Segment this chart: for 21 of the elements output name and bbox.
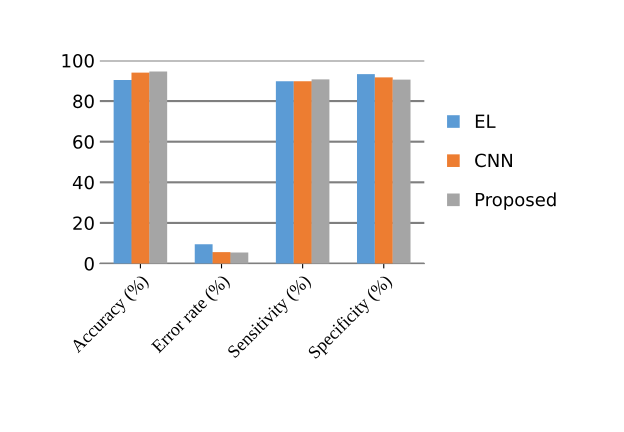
bar: [114, 80, 132, 264]
y-tick-label: 60: [73, 135, 94, 149]
y-tick-label: 20: [73, 216, 94, 230]
bar: [276, 81, 294, 264]
bar: [294, 81, 312, 264]
y-tick-label: 80: [73, 94, 94, 108]
y-tick-label: 40: [72, 176, 94, 190]
bar: [374, 77, 393, 264]
y-tick-label: 100: [62, 54, 94, 68]
legend-label: Proposed: [476, 192, 556, 210]
bar: [149, 71, 168, 264]
legend-label: CNN: [475, 154, 512, 168]
bar: [230, 252, 248, 264]
bar: [194, 244, 213, 264]
bar: [312, 79, 330, 264]
bar: [392, 80, 411, 264]
y-tick-label: 0: [84, 256, 94, 271]
legend-label: EL: [476, 114, 496, 128]
bar: [356, 74, 375, 264]
bar: [212, 252, 230, 264]
bar: [131, 72, 150, 264]
